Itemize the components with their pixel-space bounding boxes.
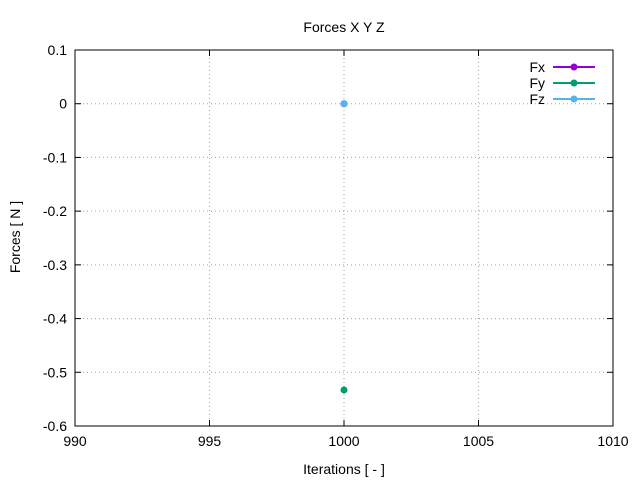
legend-label-fz: Fz — [529, 91, 545, 107]
y-tick-label: -0.1 — [43, 149, 67, 165]
x-tick-label: 1000 — [328, 433, 359, 449]
legend-label-fy: Fy — [529, 75, 545, 91]
chart-title: Forces X Y Z — [303, 19, 385, 35]
legend-label-fx: Fx — [529, 59, 545, 75]
y-tick-label: 0.1 — [48, 42, 68, 58]
x-tick-label: 995 — [198, 433, 222, 449]
legend-marker-fx — [570, 63, 578, 71]
x-axis-title: Iterations [ - ] — [303, 461, 385, 477]
series-layer — [340, 100, 348, 394]
data-point-fz — [340, 100, 348, 108]
x-tick-label: 990 — [63, 433, 87, 449]
data-point-fy — [340, 386, 348, 394]
y-tick-label: -0.4 — [43, 311, 67, 327]
x-tick-label: 1005 — [463, 433, 494, 449]
y-tick-label: -0.5 — [43, 364, 67, 380]
y-tick-label: -0.6 — [43, 418, 67, 434]
legend-marker-fy — [570, 79, 578, 87]
grid-layer — [75, 50, 613, 426]
y-tick-label: -0.2 — [43, 203, 67, 219]
legend-marker-fz — [570, 95, 578, 103]
y-tick-label: 0 — [59, 96, 67, 112]
y-axis-title: Forces [ N ] — [7, 201, 23, 273]
y-tick-label: -0.3 — [43, 257, 67, 273]
ticks-layer: 990 995 1000 1005 1010 -0.6 -0.5 -0.4 -0.3 -0.2 -0… — [43, 42, 629, 449]
x-tick-label: 1010 — [597, 433, 628, 449]
